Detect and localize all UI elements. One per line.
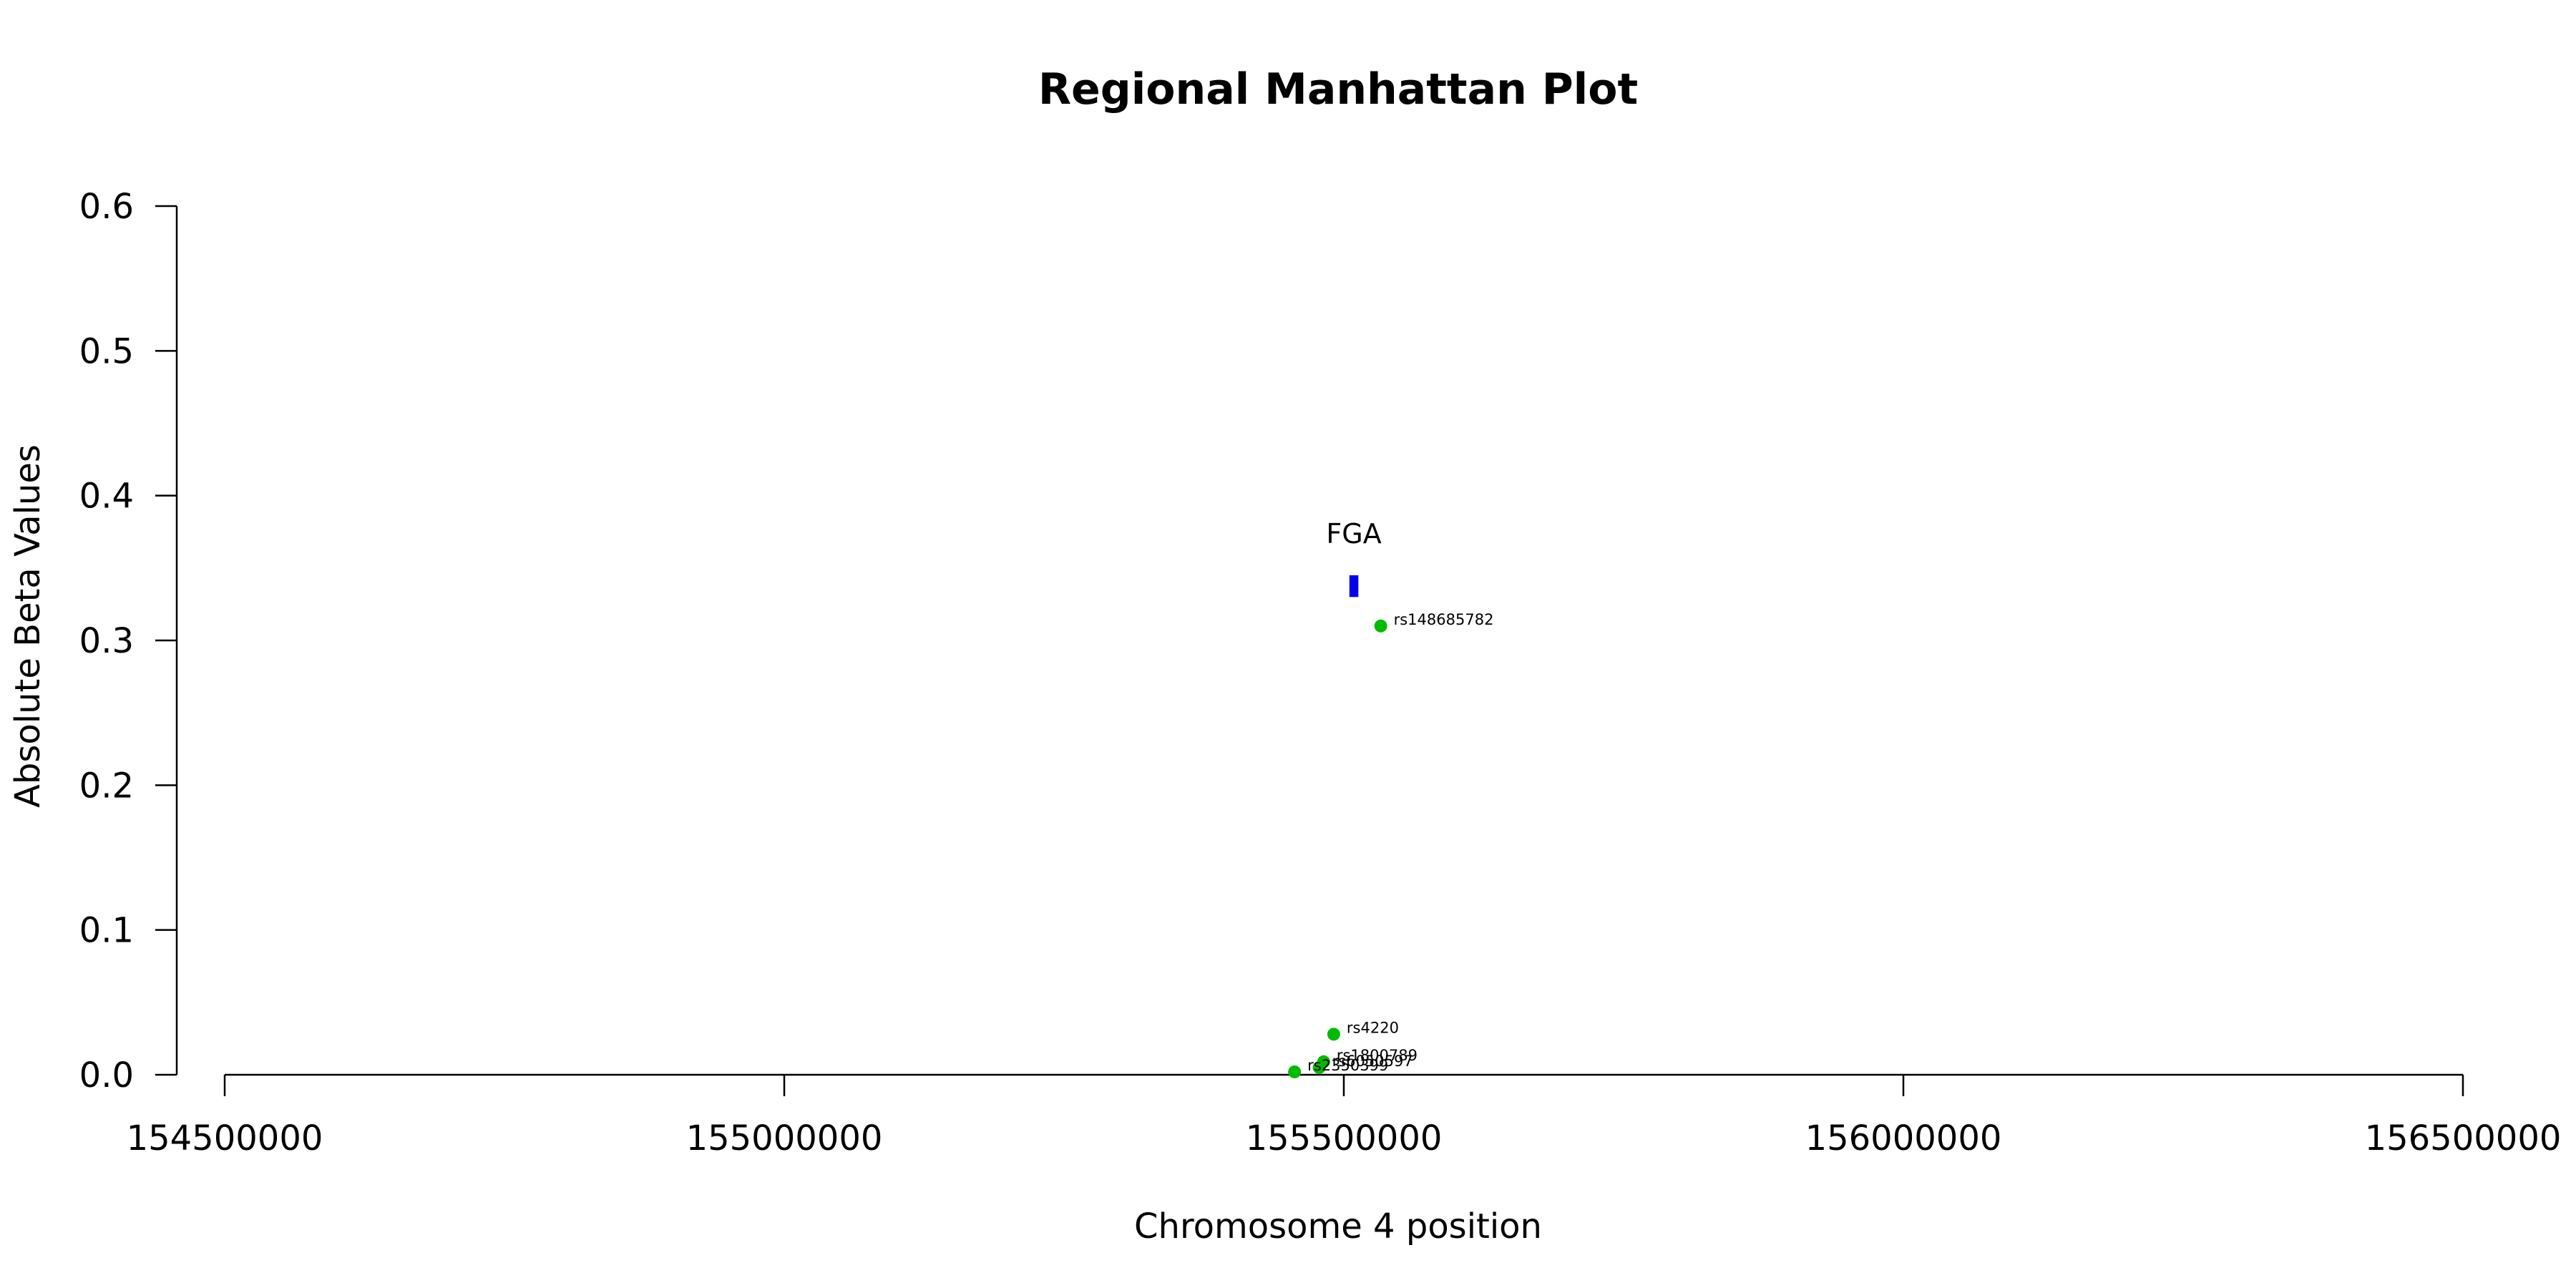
snp-point	[1312, 1060, 1326, 1074]
gene-layer: FGA	[1326, 518, 1382, 597]
snp-point	[1327, 1028, 1340, 1041]
gene-label: FGA	[1326, 518, 1381, 550]
x-tick-label: 156000000	[1805, 1118, 2002, 1158]
y-tick-label: 0.1	[79, 911, 134, 951]
gene-bar	[1349, 575, 1359, 597]
x-tick-label: 155500000	[1246, 1118, 1443, 1158]
snp-point	[1374, 619, 1387, 633]
x-tick-label: 155000000	[686, 1118, 883, 1158]
snp-label: rs2350399	[1307, 1057, 1388, 1074]
y-axis-title: Absolute Beta Values	[8, 444, 48, 808]
snp-point	[1288, 1065, 1302, 1078]
y-tick-label: 0.6	[79, 187, 134, 227]
y-tick-label: 0.0	[79, 1055, 134, 1096]
snp-label: rs4220	[1347, 1019, 1399, 1036]
snp-label: rs6050597	[1332, 1053, 1413, 1070]
y-tick-label: 0.5	[79, 331, 134, 371]
x-tick-label: 154500000	[127, 1118, 323, 1158]
snp-label: rs1800789	[1337, 1047, 1418, 1064]
y-tick-label: 0.4	[79, 477, 134, 517]
y-tick-label: 0.2	[79, 766, 134, 806]
x-tick-label: 156500000	[2365, 1118, 2562, 1158]
snp-label: rs148685782	[1394, 611, 1494, 628]
x-axis-title: Chromosome 4 position	[1134, 1206, 1542, 1246]
x-axis: 154500000 155000000 155500000 156000000 1565…	[127, 1073, 2562, 1158]
y-tick-label: 0.3	[79, 621, 134, 661]
snp-point-layer: rs148685782 rs4220 rs1800789rs6050597rs235…	[1288, 611, 1493, 1078]
y-axis: 0.0 0.1 0.2 0.3 0.4 0.5 0.6	[79, 187, 178, 1096]
chart-title: Regional Manhattan Plot	[1038, 64, 1638, 114]
